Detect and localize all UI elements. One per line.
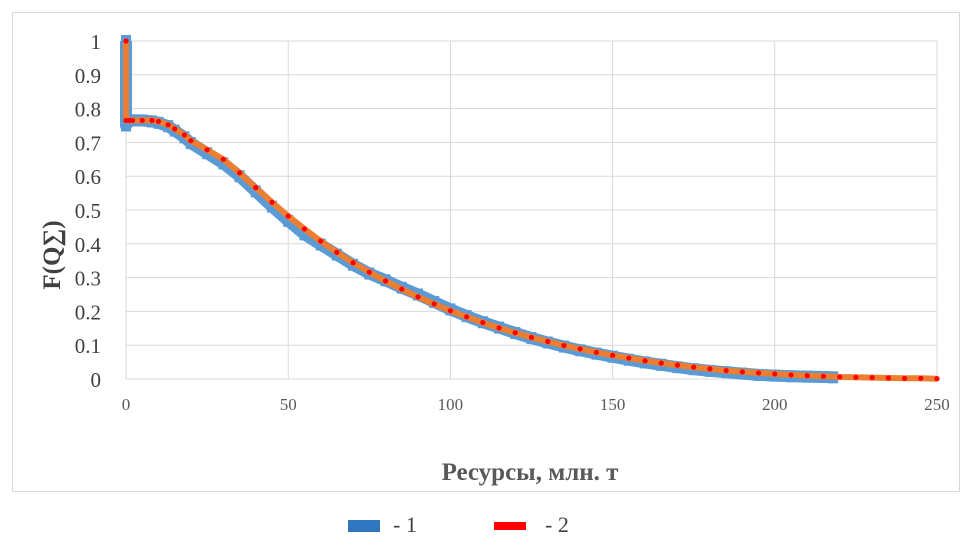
series-2-point (707, 366, 713, 372)
series-2-point (155, 118, 162, 125)
series-2-point (545, 338, 551, 345)
grid (125, 40, 938, 380)
series-2-point (431, 301, 437, 307)
series-2-point (561, 342, 567, 349)
series-2-point (447, 308, 453, 314)
series-2-point (220, 156, 226, 162)
series-2-point (123, 38, 129, 44)
series-2-point (674, 362, 681, 368)
series-2-point (285, 213, 291, 219)
series-2-point (415, 294, 421, 300)
series-2-point (577, 346, 583, 352)
x-tick-label: 200 (762, 395, 788, 414)
series-1 (120, 35, 839, 384)
series-2-point (772, 371, 778, 377)
x-tick-label: 50 (280, 395, 297, 414)
x-axis-label: Ресурсы, млн. т (442, 459, 619, 486)
series-2-point (165, 122, 171, 128)
y-tick-label: 0.8 (75, 98, 101, 122)
series-2-point (301, 226, 308, 232)
series-2-point (901, 375, 908, 381)
x-tick-labels: 0 50 100 150 200 250 (122, 395, 950, 414)
y-tick-label: 0.1 (75, 334, 101, 358)
x-tick-label: 100 (438, 395, 464, 414)
series-2-point (723, 367, 729, 374)
series-2-point (691, 364, 697, 370)
series-2-point (626, 355, 632, 361)
series-2-point (804, 373, 810, 379)
series-2-point (334, 249, 340, 255)
series-2-point (204, 147, 210, 153)
series-2-point (464, 314, 470, 320)
series-2-point (139, 117, 145, 124)
series-2-point (269, 199, 275, 205)
series-2 (123, 38, 940, 382)
series-2-point (658, 360, 664, 366)
series-2-point (837, 374, 843, 380)
y-axis-label: F(Q∑) (39, 220, 66, 289)
series-2-point (885, 375, 891, 381)
series-1-point (283, 214, 294, 227)
series-2-point (820, 373, 827, 379)
series-2-point (610, 352, 616, 358)
series-2-point (512, 330, 518, 336)
y-tick-label: 0.7 (75, 131, 101, 155)
series-2-point (788, 372, 794, 378)
legend: - 1 - 2 (0, 514, 968, 538)
series-2-point (853, 374, 859, 380)
series-2-point (739, 369, 745, 375)
y-tick-label: 0 (91, 368, 102, 392)
series-1-point (218, 157, 229, 170)
y-tick-label: 0.4 (75, 233, 102, 257)
chart-frame (12, 12, 960, 492)
series-1-point (266, 200, 277, 213)
series-2-point (318, 238, 324, 244)
series-2-point (528, 334, 535, 341)
y-tick-label: 0.3 (75, 267, 101, 291)
series-2-point (496, 325, 502, 331)
series-2-point (129, 117, 136, 124)
series-2-point (755, 370, 762, 376)
series-2-point (934, 376, 940, 382)
series-2-point (181, 132, 187, 138)
x-tick-label: 250 (924, 395, 950, 414)
y-tick-labels: 0 0.1 0.2 0.3 0.4 0.5 0.6 0.7 0.8 0.9 1 (75, 30, 102, 392)
legend-label-1: - 1 (393, 514, 417, 537)
series-2-point (188, 138, 194, 144)
series-2-point (399, 286, 405, 292)
series-2-point (149, 117, 155, 124)
y-tick-label: 0.6 (75, 165, 101, 189)
series-2-point (253, 185, 259, 191)
series-2-point (172, 126, 178, 132)
series-2-point (480, 319, 486, 326)
x-tick-label: 0 (122, 395, 131, 414)
series-2-point (236, 170, 243, 176)
series-2-point (869, 375, 875, 381)
legend-swatch-2 (494, 522, 526, 530)
series-2-point (366, 269, 372, 275)
y-tick-label: 1 (91, 30, 102, 54)
y-tick-label: 0.9 (75, 64, 101, 88)
series-2-point (350, 260, 356, 266)
series-2-point (642, 358, 648, 364)
series-2-point (382, 278, 389, 284)
legend-swatch-1 (348, 520, 380, 532)
series-2-point (918, 375, 924, 381)
plot-area: 0 50 100 150 200 250 0 0.1 0.2 0.3 0.4 0.5 0.6 0.7 0.… (39, 30, 950, 486)
legend-label-2: - 2 (545, 514, 569, 537)
x-tick-label: 150 (600, 395, 626, 414)
y-tick-label: 0.2 (75, 300, 101, 324)
series-2-point (593, 349, 599, 355)
series-1-point (299, 228, 310, 241)
y-tick-label: 0.5 (75, 199, 101, 223)
